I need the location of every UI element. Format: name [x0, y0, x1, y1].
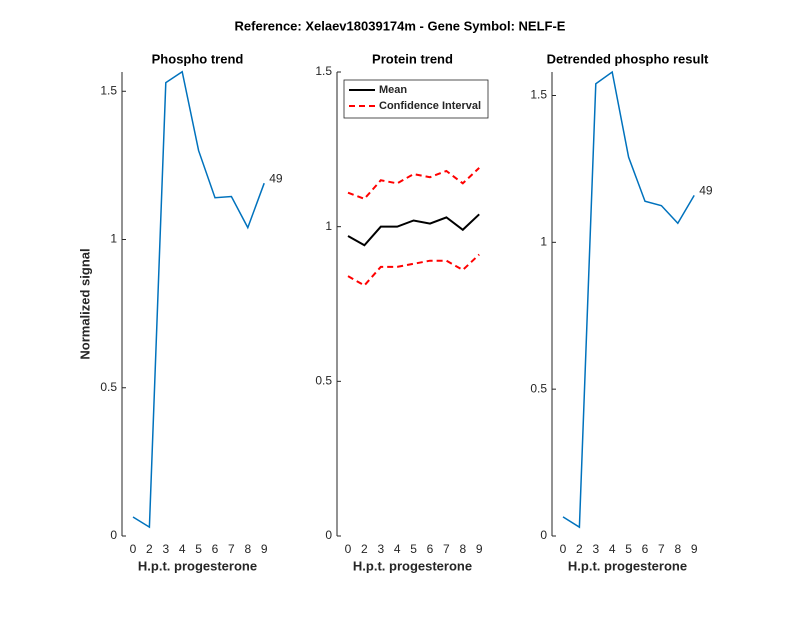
x-tick-label: 6 [642, 542, 649, 556]
x-tick-label: 0 [560, 542, 567, 556]
x-tick-label: 5 [195, 542, 202, 556]
x-tick-label: 3 [592, 542, 599, 556]
y-tick-label: 1 [325, 219, 332, 233]
figure-title: Reference: Xelaev18039174m - Gene Symbol… [235, 18, 566, 33]
x-tick-label: 7 [228, 542, 235, 556]
x-tick-label: 9 [691, 542, 698, 556]
y-tick-label: 0.5 [530, 381, 547, 395]
y-tick-label: 1 [110, 232, 117, 246]
x-tick-label: 5 [625, 542, 632, 556]
y-tick-label: 0.5 [100, 380, 117, 394]
axis-title: Protein trend [372, 51, 453, 66]
x-tick-label: 6 [212, 542, 219, 556]
x-tick-label: 0 [130, 542, 137, 556]
x-tick-label: 4 [394, 542, 401, 556]
legend-box [343, 79, 489, 119]
x-axis-label: H.p.t. progesterone [353, 558, 472, 573]
x-tick-label: 2 [146, 542, 153, 556]
data-line [132, 70, 265, 529]
x-tick-label: 0 [345, 542, 352, 556]
legend-label: Confidence Interval [379, 100, 481, 112]
x-tick-label: 9 [261, 542, 268, 556]
x-tick-label: 4 [179, 542, 186, 556]
x-tick-label: 5 [410, 542, 417, 556]
y-axis-label: Normalized signal [77, 248, 92, 359]
end-label: 49 [699, 184, 713, 198]
x-tick-label: 9 [476, 542, 483, 556]
x-tick-label: 8 [674, 542, 681, 556]
x-tick-label: 2 [576, 542, 583, 556]
y-tick-label: 1.5 [100, 83, 117, 97]
x-tick-label: 4 [609, 542, 616, 556]
data-line [347, 167, 480, 201]
end-label: 49 [269, 171, 283, 185]
y-tick-label: 0 [540, 528, 547, 542]
y-tick-label: 1.5 [315, 64, 332, 78]
x-tick-label: 7 [658, 542, 665, 556]
y-tick-label: 0.5 [315, 374, 332, 388]
x-tick-label: 8 [459, 542, 466, 556]
x-tick-label: 6 [427, 542, 434, 556]
data-line [347, 213, 480, 247]
y-tick-label: 1 [540, 235, 547, 249]
y-tick-label: 0 [325, 528, 332, 542]
x-tick-label: 3 [162, 542, 169, 556]
x-axis-label: H.p.t. progesterone [138, 558, 257, 573]
data-line [347, 253, 480, 287]
x-tick-label: 7 [443, 542, 450, 556]
y-tick-label: 1.5 [530, 88, 547, 102]
axis-title: Phospho trend [152, 51, 244, 66]
y-tick-label: 0 [110, 528, 117, 542]
data-line [562, 70, 695, 529]
x-axis-label: H.p.t. progesterone [568, 558, 687, 573]
legend-label: Mean [379, 84, 407, 96]
axis-title: Detrended phospho result [547, 51, 709, 66]
x-tick-label: 2 [361, 542, 368, 556]
x-tick-label: 3 [377, 542, 384, 556]
x-tick-label: 8 [244, 542, 251, 556]
